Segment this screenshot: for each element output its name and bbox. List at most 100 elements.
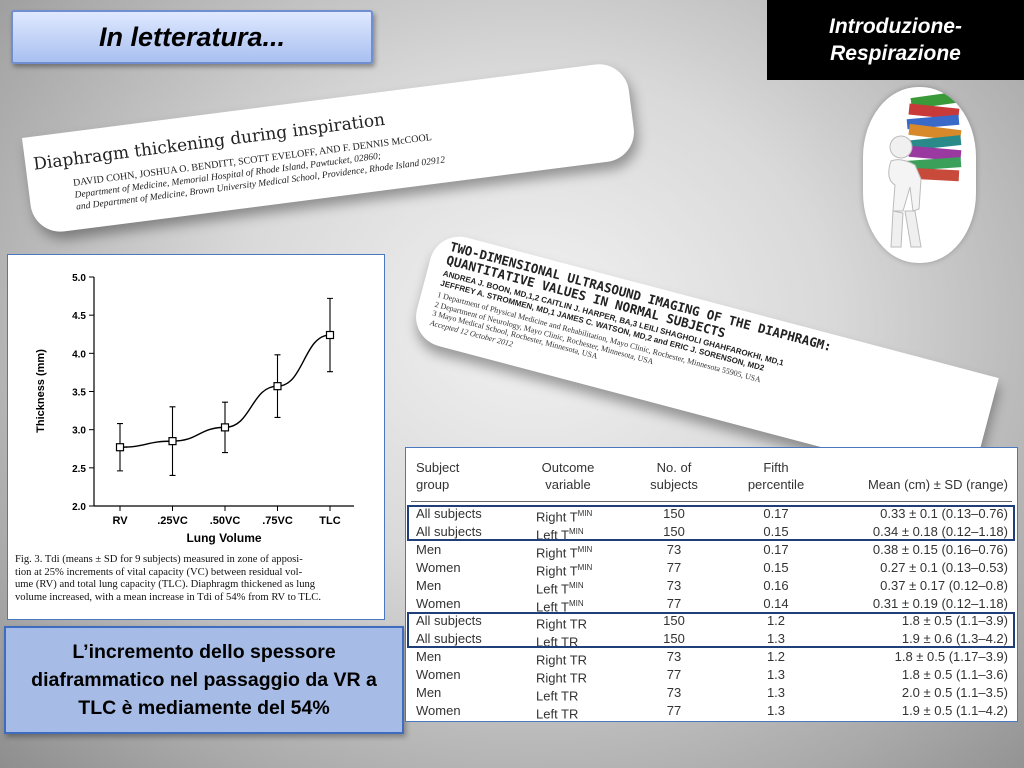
cell-group: Women bbox=[416, 560, 526, 575]
cell-group: Women bbox=[416, 703, 526, 718]
cell-subjects: 77 bbox=[642, 703, 706, 718]
chart-axes bbox=[93, 277, 354, 507]
cell-percentile: 0.17 bbox=[740, 542, 812, 557]
cell-subjects: 150 bbox=[642, 506, 706, 521]
cell-variable-superscript: MIN bbox=[577, 544, 593, 554]
cell-mean: 1.8 ± 0.5 (1.17–3.9) bbox=[826, 649, 1008, 664]
cell-variable-text: Right TR bbox=[536, 670, 588, 686]
cell-group-text: Women bbox=[416, 595, 461, 611]
cell-group-text: All subjects bbox=[416, 613, 482, 629]
cell-variable-text: Left T bbox=[536, 580, 570, 596]
cell-variable-text: Right T bbox=[536, 509, 578, 525]
chart-data-point bbox=[273, 382, 282, 391]
cell-percentile-text: 1.3 bbox=[766, 702, 786, 718]
chart-data-point bbox=[220, 423, 230, 432]
figure-panel: 2.0 2.5 3.0 3.5 4.0 4.5 5.0 RV .25VC .50VC .75VC T… bbox=[7, 254, 385, 620]
cell-mean: 0.33 ± 0.1 (0.13–0.76) bbox=[826, 506, 1008, 521]
chart-x-tick-label: RV bbox=[112, 515, 128, 527]
cell-subjects: 77 bbox=[642, 560, 706, 575]
slide-title: In letteratura... bbox=[98, 21, 286, 52]
chart-x-tick-label: .50VC bbox=[210, 515, 241, 527]
cell-subjects-text: 77 bbox=[666, 702, 682, 718]
conclusion-text: L’incremento dello spessore diaframmatic… bbox=[31, 641, 377, 719]
cell-variable-text: Right T bbox=[536, 545, 578, 561]
figure-caption-line2: tion at 25% increments of vital capacity… bbox=[15, 566, 303, 578]
cell-group-text: Men bbox=[416, 577, 442, 593]
cell-group: Women bbox=[416, 667, 526, 682]
cell-subjects-text: 73 bbox=[666, 649, 682, 665]
table-header-mean-l1 bbox=[846, 459, 1008, 476]
cell-variable: Right TMIN bbox=[536, 542, 636, 560]
chart-y-tick-label: 4.5 bbox=[72, 311, 86, 322]
cell-subjects: 73 bbox=[642, 649, 706, 664]
chart-y-tick-label: 3.0 bbox=[72, 426, 86, 437]
cell-group: All subjects bbox=[416, 524, 526, 539]
cell-subjects-text: 73 bbox=[666, 685, 682, 700]
cell-group: All subjects bbox=[416, 506, 526, 521]
cell-group-text: Men bbox=[416, 541, 442, 557]
cell-mean: 0.38 ± 0.15 (0.16–0.76) bbox=[826, 542, 1008, 557]
cell-percentile-text: 1.3 bbox=[766, 631, 786, 647]
slide-title-box: In letteratura... bbox=[11, 10, 373, 64]
cell-group-text: All subjects bbox=[416, 506, 482, 521]
section-label-line2: Respirazione bbox=[830, 42, 961, 65]
table-header-variable: Outcome variable bbox=[536, 459, 600, 493]
cell-mean-text: 0.34 ± 0.18 (0.12–1.18) bbox=[872, 523, 1008, 539]
figure-caption-line4: volume increased, with a mean increase i… bbox=[15, 591, 322, 603]
chart-x-axis-label: Lung Volume bbox=[186, 531, 261, 545]
table-header-percentile-l2: percentile bbox=[747, 477, 805, 492]
cell-variable-text: Left TR bbox=[536, 634, 579, 650]
cell-mean-text: 1.8 ± 0.5 (1.1–3.6) bbox=[901, 667, 1008, 683]
cell-group: Men bbox=[416, 578, 526, 593]
cell-percentile: 0.15 bbox=[740, 524, 812, 539]
cell-variable-text: Left T bbox=[536, 598, 570, 614]
cell-percentile-text: 1.3 bbox=[766, 685, 786, 700]
cell-variable-superscript: MIN bbox=[569, 526, 584, 536]
cell-group-text: All subjects bbox=[416, 631, 482, 647]
chart-x-tick-label: TLC bbox=[319, 515, 340, 527]
cell-percentile: 1.2 bbox=[740, 613, 812, 628]
cell-variable-text: Left TR bbox=[536, 688, 579, 704]
cell-mean-text: 2.0 ± 0.5 (1.1–3.5) bbox=[901, 685, 1008, 700]
cell-variable-superscript: MIN bbox=[577, 562, 593, 572]
cell-percentile: 1.3 bbox=[740, 685, 812, 700]
cell-subjects-text: 150 bbox=[663, 523, 685, 539]
cell-mean: 1.9 ± 0.6 (1.3–4.2) bbox=[826, 631, 1008, 646]
reference-values-table: Subject group Outcome variable No. of su… bbox=[405, 447, 1018, 722]
cell-subjects-text: 77 bbox=[666, 667, 682, 683]
cell-mean-text: 0.31 ± 0.19 (0.12–1.18) bbox=[872, 595, 1008, 611]
cell-group: Men bbox=[416, 542, 526, 557]
figure-caption-line3: ume (RV) and total lung capacity (TLC). … bbox=[15, 579, 316, 590]
cell-mean-text: 1.9 ± 0.6 (1.3–4.2) bbox=[901, 631, 1008, 647]
cell-subjects: 73 bbox=[642, 542, 706, 557]
table-header-divider bbox=[411, 501, 1012, 502]
cell-percentile: 0.14 bbox=[740, 596, 812, 611]
cell-percentile: 1.3 bbox=[740, 631, 812, 646]
cell-group: All subjects bbox=[416, 631, 526, 646]
cell-subjects: 73 bbox=[642, 578, 706, 593]
chart-data-point bbox=[115, 443, 125, 452]
cell-variable: Right TR bbox=[536, 613, 636, 632]
cell-subjects: 150 bbox=[642, 631, 706, 646]
cell-mean: 0.34 ± 0.18 (0.12–1.18) bbox=[826, 524, 1008, 539]
cell-variable: Left TMIN bbox=[536, 578, 636, 596]
cell-variable: Left TMIN bbox=[536, 524, 636, 542]
highlight-box-tr bbox=[407, 612, 1015, 648]
table-header-subjects-l2: subjects bbox=[650, 477, 698, 492]
table-header-mean-l2: Mean (cm) ± SD (range) bbox=[867, 477, 1008, 492]
cell-variable-text: Left T bbox=[536, 527, 570, 543]
cell-mean: 2.0 ± 0.5 (1.1–3.5) bbox=[826, 685, 1008, 700]
figure-caption: Fig. 3. Tdi (means ± SD for 9 subjects) … bbox=[15, 554, 379, 604]
cell-subjects-text: 77 bbox=[666, 595, 682, 611]
table-header-subjects: No. of subjects bbox=[642, 459, 706, 493]
chart-data-point bbox=[325, 330, 335, 340]
cell-group-text: Women bbox=[416, 559, 461, 575]
cell-percentile-text: 0.14 bbox=[763, 595, 789, 611]
highlight-box-tmin bbox=[407, 505, 1015, 541]
chart-series-line bbox=[119, 334, 331, 448]
cell-subjects-text: 73 bbox=[666, 577, 682, 593]
cell-percentile-text: 0.15 bbox=[763, 523, 789, 539]
cell-mean-text: 0.33 ± 0.1 (0.13–0.76) bbox=[880, 506, 1008, 521]
cell-subjects: 73 bbox=[642, 685, 706, 700]
cell-subjects: 77 bbox=[642, 667, 706, 682]
